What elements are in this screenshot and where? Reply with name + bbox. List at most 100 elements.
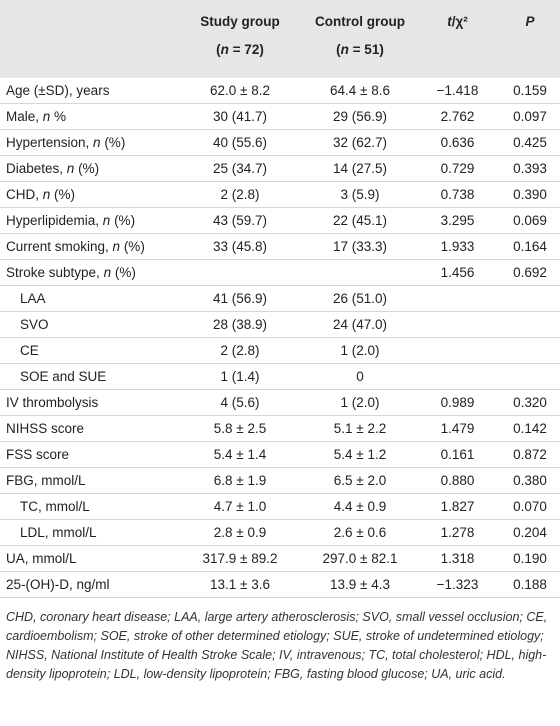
- cell: 62.0 ± 8.2: [175, 78, 305, 104]
- cell: 4.4 ± 0.9: [305, 493, 415, 520]
- table-body: Age (±SD), years 62.0 ± 8.2 64.4 ± 8.6 −1.4…: [0, 78, 560, 598]
- italic-text: n: [112, 239, 121, 254]
- cell: 0.738: [415, 181, 500, 208]
- cell: 17 (33.3): [305, 233, 415, 260]
- cell: 0.320: [500, 389, 560, 416]
- table-row: Hyperlipidemia, n (%) 43 (59.7) 22 (45.1) 3…: [0, 207, 560, 234]
- cell: 0.880: [415, 467, 500, 494]
- row-label: Hypertension, n (%): [0, 129, 175, 156]
- cell: 1.827: [415, 493, 500, 520]
- cell: 297.0 ± 82.1: [305, 545, 415, 572]
- text: Hyperlipidemia,: [6, 213, 103, 228]
- table-row: UA, mmol/L 317.9 ± 89.2 297.0 ± 82.1 1.318 0…: [0, 545, 560, 572]
- text: (%): [110, 213, 136, 228]
- cell: [500, 337, 560, 364]
- table-row: Diabetes, n (%) 25 (34.7) 14 (27.5) 0.729 0.…: [0, 155, 560, 182]
- cell: 1.278: [415, 519, 500, 546]
- cell: 0: [305, 363, 415, 390]
- cell: 1.456: [415, 259, 500, 286]
- cell: 6.8 ± 1.9: [175, 467, 305, 494]
- row-label: FSS score: [0, 441, 175, 468]
- cell: 5.4 ± 1.2: [305, 441, 415, 468]
- cell: 0.872: [500, 441, 560, 468]
- row-label: SOE and SUE: [0, 363, 175, 390]
- cell: 1 (2.0): [305, 337, 415, 364]
- text: SVO: [20, 317, 49, 332]
- table-row: CE 2 (2.8) 1 (2.0): [0, 337, 560, 364]
- row-label: CHD, n (%): [0, 181, 175, 208]
- text: IV thrombolysis: [6, 395, 99, 410]
- cell: 0.204: [500, 519, 560, 546]
- cell: 2 (2.8): [175, 181, 305, 208]
- italic-text: n: [93, 135, 101, 150]
- cell: 24 (47.0): [305, 311, 415, 338]
- cell: 3 (5.9): [305, 181, 415, 208]
- cell: 33 (45.8): [175, 233, 305, 260]
- header-line: t/χ²: [415, 8, 500, 36]
- table-row: Current smoking, n (%) 33 (45.8) 17 (33.3)…: [0, 233, 560, 260]
- row-label: Diabetes, n (%): [0, 155, 175, 182]
- text: CE: [20, 343, 39, 358]
- cell: 22 (45.1): [305, 207, 415, 234]
- table-row: 25-(OH)-D, ng/ml 13.1 ± 3.6 13.9 ± 4.3 −1.3…: [0, 571, 560, 598]
- text: (: [336, 42, 341, 57]
- text: = 72): [228, 42, 264, 57]
- cell: 32 (62.7): [305, 129, 415, 156]
- table-row: CHD, n (%) 2 (2.8) 3 (5.9) 0.738 0.390: [0, 181, 560, 208]
- cell: 1 (1.4): [175, 363, 305, 390]
- cell: 30 (41.7): [175, 103, 305, 130]
- text: %: [50, 109, 67, 124]
- cell: [500, 363, 560, 390]
- text: (%): [74, 161, 100, 176]
- text: (: [216, 42, 221, 57]
- cell: 0.393: [500, 155, 560, 182]
- table-row: FBG, mmol/L 6.8 ± 1.9 6.5 ± 2.0 0.880 0.380: [0, 467, 560, 494]
- italic-text: n: [102, 213, 111, 228]
- row-label: UA, mmol/L: [0, 545, 175, 572]
- cell: [415, 311, 500, 338]
- header-cell: [0, 0, 175, 78]
- row-label: Hyperlipidemia, n (%): [0, 207, 175, 234]
- table-row: LAA 41 (56.9) 26 (51.0): [0, 285, 560, 312]
- cell: [500, 285, 560, 312]
- text: Male,: [6, 109, 43, 124]
- text: NIHSS score: [6, 421, 85, 436]
- cell: −1.418: [415, 78, 500, 104]
- cell: 0.729: [415, 155, 500, 182]
- text: 25-(OH)-D, ng/ml: [6, 577, 110, 592]
- row-label: SVO: [0, 311, 175, 338]
- text: Age (±SD), years: [6, 83, 110, 98]
- cell: 0.425: [500, 129, 560, 156]
- italic-text: P: [525, 14, 535, 29]
- cell: 13.1 ± 3.6: [175, 571, 305, 598]
- row-label: LAA: [0, 285, 175, 312]
- cell: 25 (34.7): [175, 155, 305, 182]
- text: LDL, mmol/L: [20, 525, 97, 540]
- text: TC, mmol/L: [20, 499, 90, 514]
- text: UA, mmol/L: [6, 551, 77, 566]
- cell: 29 (56.9): [305, 103, 415, 130]
- row-label: Age (±SD), years: [0, 78, 175, 104]
- cell: 0.159: [500, 78, 560, 104]
- cell: 0.636: [415, 129, 500, 156]
- text: Control group: [315, 14, 405, 29]
- cell: 0.190: [500, 545, 560, 572]
- table-row: IV thrombolysis 4 (5.6) 1 (2.0) 0.989 0.320: [0, 389, 560, 416]
- cell: 4 (5.6): [175, 389, 305, 416]
- table-row: Male, n % 30 (41.7) 29 (56.9) 2.762 0.097: [0, 103, 560, 130]
- row-label: TC, mmol/L: [0, 493, 175, 520]
- cell: −1.323: [415, 571, 500, 598]
- cell: 1.479: [415, 415, 500, 442]
- cell: 64.4 ± 8.6: [305, 78, 415, 104]
- cell: 5.4 ± 1.4: [175, 441, 305, 468]
- text: (%): [100, 135, 126, 150]
- text: = 51): [348, 42, 384, 57]
- row-label: Current smoking, n (%): [0, 233, 175, 260]
- text: Stroke subtype,: [6, 265, 104, 280]
- cell: [415, 285, 500, 312]
- cell: 3.295: [415, 207, 500, 234]
- footnote: CHD, coronary heart disease; LAA, large …: [6, 610, 548, 681]
- cell: 0.390: [500, 181, 560, 208]
- text: (%): [111, 265, 136, 280]
- text: FSS score: [6, 447, 70, 462]
